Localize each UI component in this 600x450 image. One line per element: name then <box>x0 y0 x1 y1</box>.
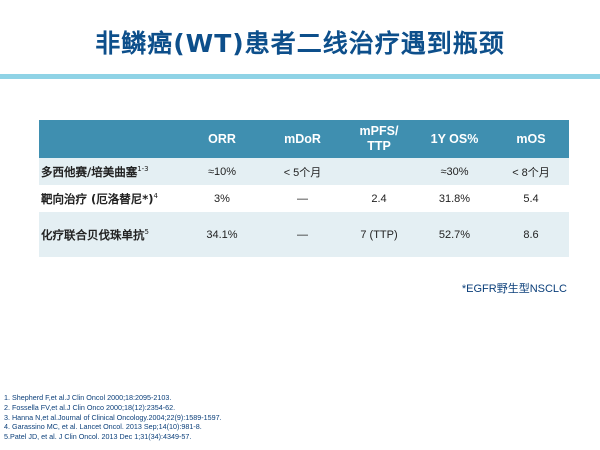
row-label-ref: 5 <box>144 227 149 236</box>
row-label: 化疗联合贝伐珠单抗5 <box>39 212 181 257</box>
reference-item: 1. Shepherd F,et al.J Clin Oncol 2000;18… <box>4 393 172 402</box>
cell-orr: ≈10% <box>181 158 263 185</box>
table-row-targeted: 靶向治疗 (厄洛替尼*)4 3% — 2.4 31.8% 5.4 <box>39 185 569 212</box>
header-cell-empty <box>39 120 181 158</box>
cell-mos: < 8个月 <box>493 158 569 185</box>
title-accent-bar <box>0 74 600 79</box>
cell-mpfs: 2.4 <box>342 185 416 212</box>
cell-1y-os: 52.7% <box>416 212 493 257</box>
row-label: 多西他赛/培美曲塞1-3 <box>39 158 181 185</box>
cell-1y-os: 31.8% <box>416 185 493 212</box>
table-row-docetaxel: 多西他赛/培美曲塞1-3 ≈10% < 5个月 ≈30% < 8个月 <box>39 158 569 185</box>
table-row-chemo-bevacizumab: 化疗联合贝伐珠单抗5 34.1% — 7 (TTP) 52.7% 8.6 <box>39 212 569 257</box>
cell-orr: 34.1% <box>181 212 263 257</box>
reference-item: 5.Patel JD, et al. J Clin Oncol. 2013 De… <box>4 432 192 442</box>
cell-mos: 5.4 <box>493 185 569 212</box>
cell-1y-os: ≈30% <box>416 158 493 185</box>
cell-mdor: — <box>263 212 342 257</box>
header-orr: ORR <box>181 120 263 158</box>
header-1y-os: 1Y OS% <box>416 120 493 158</box>
cell-mpfs <box>342 158 416 185</box>
cell-mos: 8.6 <box>493 212 569 257</box>
reference-list: 1. Shepherd F,et al.J Clin Oncol 2000;18… <box>4 393 222 442</box>
footnote-egfr: *EGFR野生型NSCLC <box>461 283 567 295</box>
reference-item: 3. Hanna N,et al.Journal of Clinical Onc… <box>4 412 222 422</box>
row-label-text: 多西他赛/培美曲塞 <box>41 164 138 179</box>
row-label-ref: 4 <box>153 191 158 200</box>
header-mdor: mDoR <box>263 120 342 158</box>
cell-mpfs: 7 (TTP) <box>342 212 416 257</box>
cell-mdor: < 5个月 <box>263 158 342 185</box>
row-label-text: 化疗联合贝伐珠单抗 <box>41 227 145 242</box>
comparison-table: ORR mDoR mPFS/ TTP 1Y OS% mOS 多西他赛/培美曲塞1… <box>39 120 569 257</box>
cell-mdor: — <box>263 185 342 212</box>
header-mos: mOS <box>493 120 569 158</box>
reference-item: 4. Garassino MC, et al. Lancet Oncol. 20… <box>4 422 202 432</box>
row-label-text: 靶向治疗 (厄洛替尼*) <box>41 191 154 206</box>
row-label-ref: 1-3 <box>137 164 149 173</box>
header-mpfs-ttp: mPFS/ TTP <box>342 120 416 158</box>
cell-orr: 3% <box>181 185 263 212</box>
reference-item: 2. Fossella FV,et al.J Clin Onco 2000;18… <box>4 402 176 412</box>
slide-title: 非鳞癌(WT)患者二线治疗遇到瓶颈 <box>95 29 505 58</box>
table-header-row: ORR mDoR mPFS/ TTP 1Y OS% mOS <box>39 120 569 158</box>
row-label: 靶向治疗 (厄洛替尼*)4 <box>39 185 181 212</box>
